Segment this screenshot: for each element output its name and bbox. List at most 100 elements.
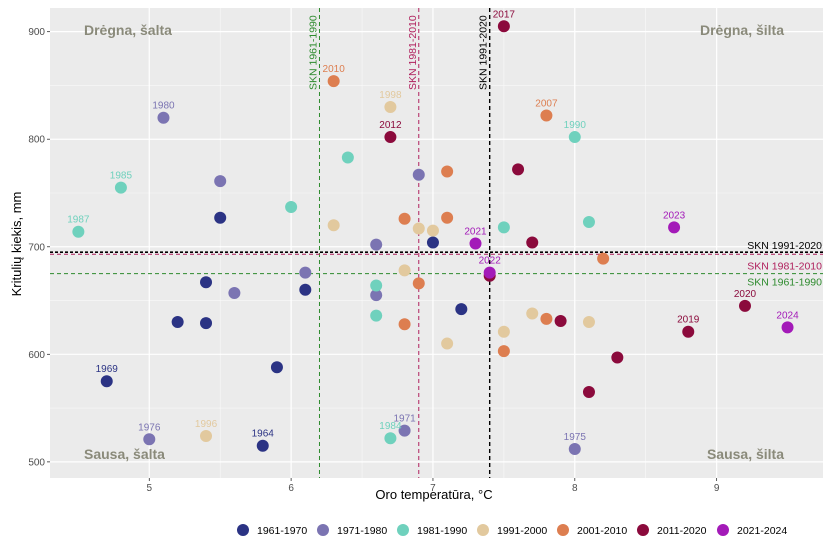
data-point xyxy=(412,277,425,290)
data-point xyxy=(426,224,439,237)
data-point xyxy=(398,212,411,225)
data-point xyxy=(200,276,213,289)
data-point xyxy=(497,345,510,358)
legend-label: 2001-2010 xyxy=(577,525,627,537)
data-point xyxy=(668,221,681,234)
data-point-label: 1964 xyxy=(252,429,275,440)
data-point xyxy=(270,361,283,374)
x-tick-label: 5 xyxy=(147,483,153,494)
data-point xyxy=(398,424,411,437)
data-point xyxy=(299,266,312,279)
data-point-label: 1987 xyxy=(67,215,90,226)
data-point-label: 2007 xyxy=(535,99,558,110)
vertical-reference-label: SKN 1981-2010 xyxy=(407,15,419,90)
data-point xyxy=(611,351,624,364)
x-axis-ticks: 5 6 7 8 9 xyxy=(147,478,720,494)
data-point xyxy=(526,236,539,249)
data-point-label: 1990 xyxy=(564,120,587,131)
data-point xyxy=(497,221,510,234)
data-point xyxy=(412,222,425,235)
data-point-label: 2022 xyxy=(479,256,502,267)
data-point xyxy=(114,181,127,194)
data-point xyxy=(412,168,425,181)
data-point-label: 2023 xyxy=(663,210,686,221)
data-point xyxy=(370,309,383,322)
data-point-label: 2019 xyxy=(677,315,700,326)
legend-swatch xyxy=(557,524,569,536)
horizontal-reference-label: SKN 1991-2020 xyxy=(747,240,822,252)
legend-label: 2011-2020 xyxy=(657,525,707,537)
data-point xyxy=(568,442,581,455)
legend-swatch xyxy=(477,524,489,536)
y-tick-label: 800 xyxy=(28,135,45,146)
data-point xyxy=(370,279,383,292)
data-point xyxy=(781,321,794,334)
horizontal-reference-label: SKN 1981-2010 xyxy=(747,260,822,272)
x-tick-label: 9 xyxy=(714,483,720,494)
data-points xyxy=(72,20,794,455)
x-tick-label: 6 xyxy=(288,483,294,494)
data-point xyxy=(256,439,269,452)
x-tick-label: 7 xyxy=(430,483,436,494)
corner-label-top-left: Drėgna, šalta xyxy=(84,22,172,38)
data-point-label: 1976 xyxy=(138,422,161,433)
data-point xyxy=(228,287,241,300)
legend-label: 1971-1980 xyxy=(337,525,387,537)
legend: 1961-1970 1971-1980 1981-1990 1991-2000 2001… xyxy=(237,524,787,537)
legend-swatch xyxy=(637,524,649,536)
data-point xyxy=(441,165,454,178)
data-point xyxy=(398,264,411,277)
data-point xyxy=(540,109,553,122)
corner-label-bottom-right: Sausa, šilta xyxy=(707,446,784,462)
data-point xyxy=(214,211,227,224)
data-point xyxy=(582,216,595,229)
data-point-label: 1969 xyxy=(96,364,119,375)
data-point xyxy=(384,100,397,113)
data-point xyxy=(384,131,397,144)
legend-label: 2021-2024 xyxy=(737,525,787,537)
legend-swatch xyxy=(237,524,249,536)
data-point xyxy=(512,163,525,176)
data-point xyxy=(441,337,454,350)
horizontal-reference-label: SKN 1961-1990 xyxy=(747,277,822,289)
data-point-label: 2012 xyxy=(379,120,402,131)
vertical-reference-label: SKN 1961-1990 xyxy=(307,15,319,90)
data-point-label: 1998 xyxy=(379,90,402,101)
data-point xyxy=(554,314,567,327)
data-point xyxy=(214,175,227,188)
y-axis-title: Kritulių kiekis, mm xyxy=(9,192,24,297)
data-point-label: 1971 xyxy=(393,414,416,425)
data-point-label: 2024 xyxy=(776,310,799,321)
data-point-label: 1985 xyxy=(110,171,133,182)
data-point xyxy=(582,316,595,329)
x-tick-label: 8 xyxy=(572,483,578,494)
data-point-label: 1975 xyxy=(564,432,587,443)
data-point xyxy=(384,432,397,445)
data-point xyxy=(299,283,312,296)
data-point xyxy=(738,299,751,312)
corner-label-top-right: Drėgna, šilta xyxy=(700,22,784,38)
data-point xyxy=(100,375,113,388)
data-point xyxy=(568,131,581,144)
data-point xyxy=(398,318,411,331)
legend-swatch xyxy=(717,524,729,536)
data-point xyxy=(582,385,595,398)
data-point xyxy=(597,252,610,265)
legend-label: 1961-1970 xyxy=(257,525,307,537)
y-tick-label: 700 xyxy=(28,242,45,253)
data-point-label: 2017 xyxy=(493,9,516,20)
legend-swatch xyxy=(317,524,329,536)
data-point-label: 2021 xyxy=(464,227,487,238)
data-point xyxy=(469,237,482,250)
x-axis-title: Oro temperatūra, °C xyxy=(375,487,492,502)
data-point xyxy=(171,316,184,329)
data-point xyxy=(526,307,539,320)
data-point xyxy=(327,75,340,88)
y-axis-ticks: 500 600 700 800 900 xyxy=(28,27,50,468)
data-point xyxy=(455,303,468,316)
legend-swatch xyxy=(397,524,409,536)
data-point xyxy=(483,266,496,279)
data-point xyxy=(285,200,298,213)
data-point xyxy=(200,430,213,443)
